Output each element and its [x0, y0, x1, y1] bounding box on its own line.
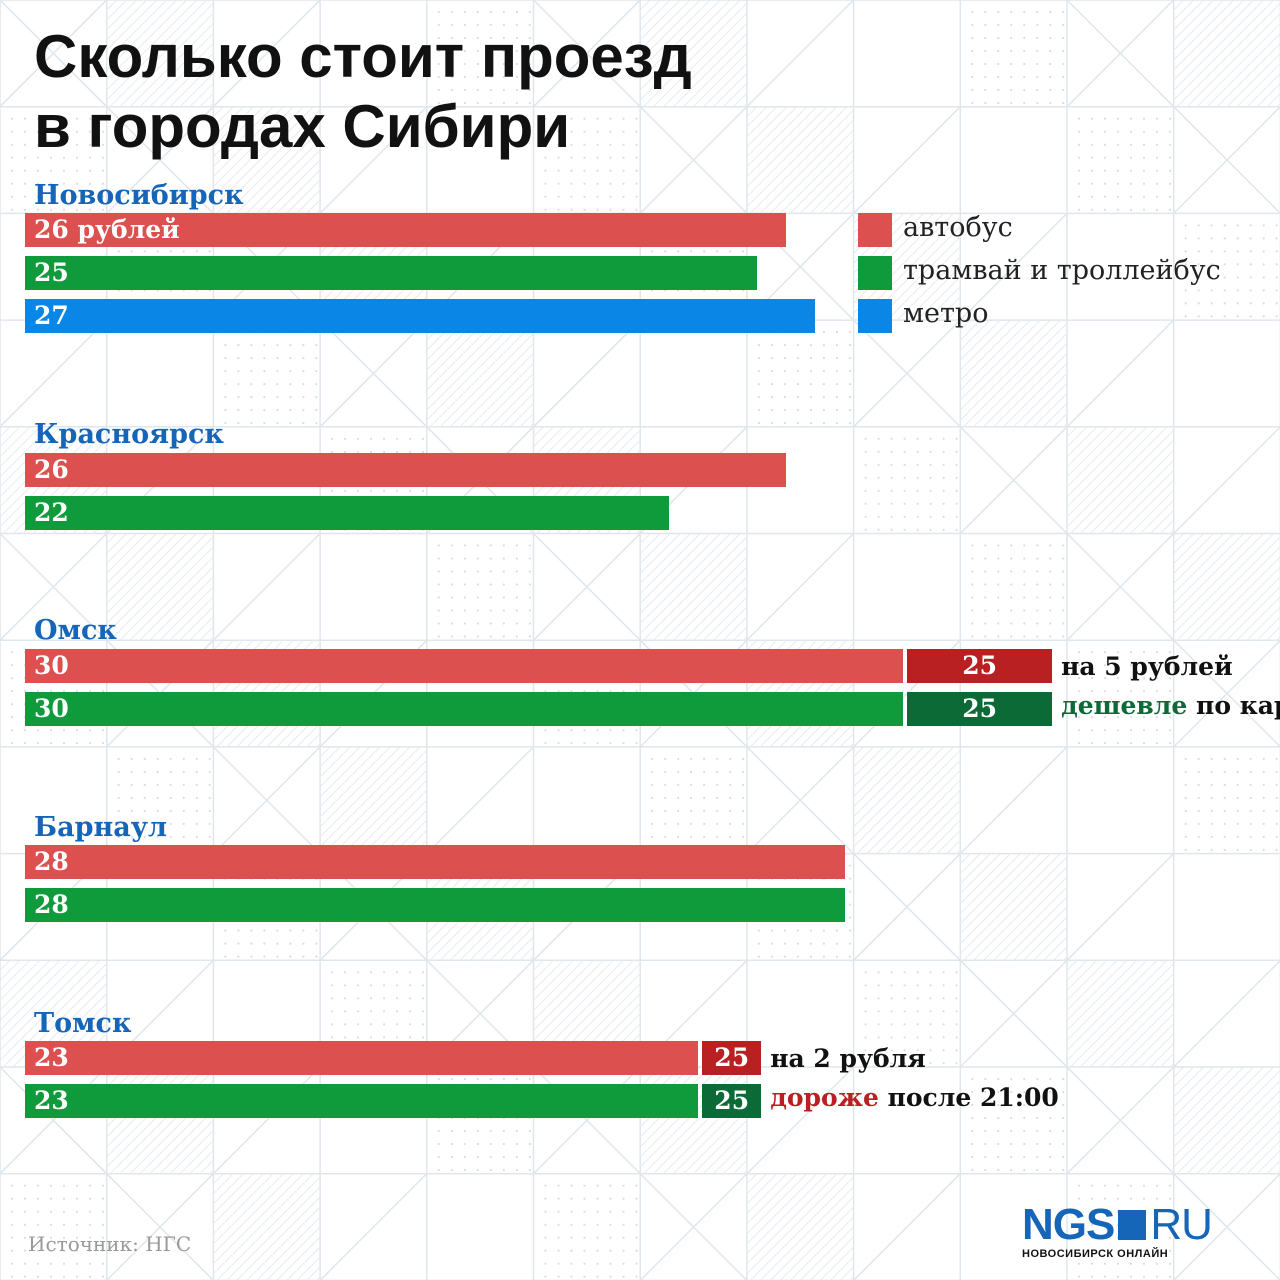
title-line-2: в городах Сибири — [34, 93, 571, 160]
bar-bus: 30 — [25, 649, 904, 683]
chart-title: Сколько стоит проезд в городах Сибири — [34, 22, 692, 162]
title-line-1: Сколько стоит проезд — [34, 23, 692, 90]
bar-extra-label: 25 — [714, 1043, 750, 1072]
bar-bus: 28 — [25, 845, 845, 879]
bar-value-label: 22 — [34, 498, 69, 527]
bar-discount-tram: 25 — [907, 692, 1053, 726]
bar-extra-tram: 25 — [702, 1084, 762, 1118]
ngs-logo: NGS RU НОВОСИБИРСК ОНЛАЙН — [1022, 1200, 1262, 1261]
bar-value-label: 26 — [34, 455, 69, 484]
bar-discount-bus: 25 — [907, 649, 1053, 683]
bar-value-label: 28 — [34, 847, 69, 876]
annotation-line: на 2 рубля — [770, 1042, 926, 1076]
annotation-line: на 5 рублей — [1061, 650, 1233, 684]
legend-label-bus: автобус — [903, 212, 1013, 243]
bar-value-label: 26 рублей — [34, 215, 180, 244]
annotation-line: дешевле по карте — [1061, 689, 1280, 723]
annotation-text: дешевле — [1061, 691, 1188, 720]
logo-ru-text: RU — [1150, 1200, 1213, 1249]
logo-tagline: НОВОСИБИРСК ОНЛАЙН — [1022, 1248, 1169, 1260]
bar-extra-label: 25 — [714, 1086, 750, 1115]
bar-tram: 23 — [25, 1084, 699, 1118]
city-label: Новосибирск — [34, 180, 244, 211]
city-label: Омск — [34, 615, 117, 646]
logo-square-icon — [1118, 1210, 1147, 1240]
legend-swatch-bus — [858, 213, 892, 247]
bar-value-label: 30 — [34, 694, 69, 723]
annotation-text: на 5 рублей — [1061, 652, 1233, 681]
legend-label-metro: метро — [903, 298, 989, 329]
city-label: Томск — [34, 1008, 132, 1039]
bar-bus: 26 — [25, 453, 787, 487]
bar-tram: 25 — [25, 256, 757, 290]
bar-value-label: 27 — [34, 301, 69, 330]
bar-value-label: 30 — [34, 651, 69, 680]
bar-tram: 30 — [25, 692, 904, 726]
annotation-text: на 2 рубля — [770, 1044, 926, 1073]
annotation-text: после 21:00 — [878, 1083, 1059, 1112]
legend-swatch-tram — [858, 256, 892, 290]
legend-swatch-metro — [858, 299, 892, 333]
bar-tram: 22 — [25, 496, 669, 530]
source-note: Источник: НГС — [28, 1232, 192, 1256]
annotation-text: по карте — [1196, 691, 1280, 720]
bar-tram: 28 — [25, 888, 845, 922]
city-label: Барнаул — [34, 812, 168, 843]
annotation-text: дороже — [770, 1083, 879, 1112]
bar-discount-label: 25 — [962, 694, 997, 723]
bar-bus: 26 рублей — [25, 213, 787, 247]
bar-metro: 27 — [25, 299, 816, 333]
legend-label-tram: трамвай и троллейбус — [903, 255, 1221, 286]
annotation-line: дороже после 21:00 — [770, 1081, 1059, 1115]
bar-value-label: 28 — [34, 890, 69, 919]
logo-ngs-text: NGS — [1022, 1200, 1115, 1249]
bar-extra-bus: 25 — [702, 1041, 762, 1075]
bar-value-label: 25 — [34, 258, 69, 287]
bar-value-label: 23 — [34, 1086, 69, 1115]
city-label: Красноярск — [34, 419, 224, 450]
bar-bus: 23 — [25, 1041, 699, 1075]
bar-value-label: 23 — [34, 1043, 69, 1072]
bar-discount-label: 25 — [962, 651, 997, 680]
